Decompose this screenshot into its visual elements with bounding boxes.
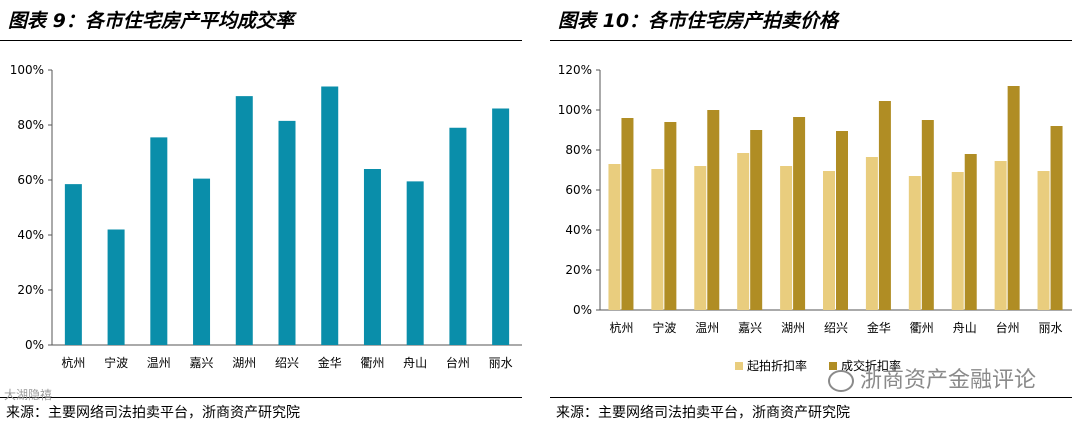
y-tick-label: 60% bbox=[565, 183, 592, 197]
y-tick-label: 80% bbox=[17, 118, 44, 132]
x-category-label: 台州 bbox=[446, 355, 470, 370]
watermark: 浙商资产金融评论 bbox=[828, 362, 1036, 394]
bar-series2 bbox=[964, 154, 977, 310]
bar-series1 bbox=[321, 86, 339, 345]
bar-series1 bbox=[823, 171, 835, 310]
bar-series2 bbox=[1050, 126, 1063, 310]
y-tick-label: 60% bbox=[17, 173, 44, 187]
y-tick-label: 40% bbox=[17, 228, 44, 242]
bar-series1 bbox=[107, 229, 125, 345]
right-source-note: 来源：主要网络司法拍卖平台，浙商资产研究院 bbox=[556, 405, 850, 421]
x-category-label: 杭州 bbox=[61, 355, 85, 370]
x-category-label: 绍兴 bbox=[275, 356, 299, 370]
bar-series1 bbox=[64, 184, 82, 345]
left-source-rule bbox=[0, 397, 522, 398]
x-category-label: 温州 bbox=[695, 321, 719, 335]
x-category-label: 衢州 bbox=[360, 356, 384, 370]
bar-series1 bbox=[737, 153, 750, 310]
bar-series1 bbox=[865, 157, 878, 310]
bar-series1 bbox=[651, 169, 664, 310]
bar-series2 bbox=[921, 120, 934, 310]
y-tick-label: 120% bbox=[558, 63, 592, 77]
bar-series2 bbox=[664, 122, 677, 310]
x-category-label: 绍兴 bbox=[824, 321, 848, 335]
x-category-label: 丽水 bbox=[489, 356, 513, 370]
x-category-label: 嘉兴 bbox=[738, 321, 762, 335]
bar-series1 bbox=[235, 96, 253, 345]
right-chart-panel: 图表 10：各市住宅房产拍卖价格 0% 20% 40% 60% 80% 100% 120% 杭… bbox=[550, 0, 1080, 424]
bar-series1 bbox=[994, 161, 1007, 310]
left-title-rule bbox=[0, 40, 522, 41]
left-chart-title: 图表 9：各市住宅房产平均成交率 bbox=[8, 10, 294, 32]
x-category-label: 宁波 bbox=[104, 355, 128, 370]
bar-series2 bbox=[750, 130, 763, 310]
y-tick-label: 100% bbox=[10, 63, 44, 77]
bar-series2 bbox=[878, 101, 891, 310]
bar-series1 bbox=[694, 166, 707, 310]
bar-series1 bbox=[193, 178, 211, 345]
x-category-label: 舟山 bbox=[953, 321, 977, 335]
wechat-icon bbox=[828, 370, 854, 392]
x-category-label: 湖州 bbox=[781, 320, 805, 335]
left-bar-chart: 0% 20% 40% 60% 80% 100% 杭州 宁波 温州 嘉兴 湖州 绍兴 金华 衢州 舟山 台州 丽水 bbox=[10, 63, 522, 370]
bar-series1 bbox=[278, 120, 296, 345]
x-category-label: 金华 bbox=[318, 355, 342, 370]
bar-series1 bbox=[608, 164, 621, 310]
y-tick-label: 40% bbox=[565, 223, 592, 237]
bar-series2 bbox=[836, 131, 848, 310]
bar-series1 bbox=[908, 176, 921, 310]
bar-series2 bbox=[621, 118, 634, 310]
right-chart-title: 图表 10：各市住宅房产拍卖价格 bbox=[558, 10, 839, 32]
x-category-label: 杭州 bbox=[609, 320, 633, 335]
bar-series1 bbox=[1037, 171, 1050, 310]
legend-label: 成交折扣率 bbox=[841, 358, 901, 373]
legend-swatch bbox=[829, 362, 837, 370]
bar-series1 bbox=[406, 181, 424, 345]
bar-series1 bbox=[492, 108, 510, 345]
left-chart-panel: 图表 9：各市住宅房产平均成交率 0% 20% 40% 60% 80% 100% 杭州 宁波 温… bbox=[0, 0, 530, 424]
bar-series2 bbox=[793, 117, 806, 310]
x-category-label: 嘉兴 bbox=[190, 356, 214, 370]
x-category-label: 宁波 bbox=[652, 320, 676, 335]
bar-series1 bbox=[951, 172, 964, 310]
bar-series1 bbox=[780, 166, 793, 310]
x-category-label: 丽水 bbox=[1039, 321, 1063, 335]
x-category-label: 金华 bbox=[867, 320, 891, 335]
y-tick-label: 100% bbox=[558, 103, 592, 117]
bar-series2 bbox=[707, 110, 720, 310]
y-tick-label: 20% bbox=[565, 263, 592, 277]
legend-swatch bbox=[735, 362, 743, 370]
legend-label: 起拍折扣率 bbox=[747, 358, 807, 373]
right-source-rule bbox=[550, 397, 1072, 398]
bar-series1 bbox=[449, 127, 467, 345]
bar-series1 bbox=[150, 137, 168, 345]
x-category-label: 温州 bbox=[147, 356, 171, 370]
watermark-small-text: 大湖隐禧 bbox=[4, 388, 53, 402]
y-tick-label: 80% bbox=[565, 143, 592, 157]
y-tick-label: 0% bbox=[573, 303, 592, 317]
bar-series1 bbox=[363, 169, 381, 345]
right-title-rule bbox=[550, 40, 1072, 41]
watermark-text: 浙商资产金融评论 bbox=[860, 368, 1037, 393]
bar-series2 bbox=[1007, 86, 1020, 310]
x-category-label: 湖州 bbox=[232, 355, 256, 370]
x-category-label: 台州 bbox=[996, 320, 1020, 335]
right-bar-chart: 0% 20% 40% 60% 80% 100% 120% 杭州 宁波 温州 嘉兴 湖州 绍兴 金华 衢州 舟山… bbox=[558, 63, 1072, 373]
x-category-label: 衢州 bbox=[910, 321, 934, 335]
left-source-note: 来源：主要网络司法拍卖平台，浙商资产研究院 bbox=[6, 405, 300, 421]
y-tick-label: 0% bbox=[25, 338, 44, 352]
y-tick-label: 20% bbox=[17, 283, 44, 297]
x-category-label: 舟山 bbox=[403, 356, 427, 370]
